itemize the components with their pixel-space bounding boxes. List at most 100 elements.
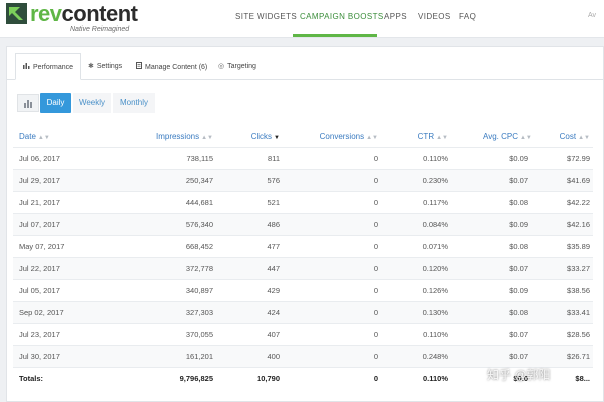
document-icon — [136, 62, 142, 71]
col-header-conversions[interactable]: Conversions ▲▼ — [303, 132, 378, 141]
cell-clicks: 407 — [267, 330, 280, 339]
cell-cost: $33.27 — [567, 264, 590, 273]
watermark: 知乎 @郭阳 — [487, 368, 551, 382]
cell-impressions: 668,452 — [185, 242, 213, 251]
cell-date: Jul 06, 2017 — [19, 154, 60, 163]
cell-impressions: 738,115 — [186, 154, 213, 163]
top-bar: revcontent Native Reimagined SITE WIDGET… — [0, 0, 604, 38]
cell-ctr: 0.126% — [422, 286, 448, 295]
logo-tagline: Native Reimagined — [70, 26, 130, 33]
cell-ctr: 0.130% — [422, 308, 448, 317]
sort-icon: ▲▼ — [201, 135, 213, 141]
cell-date: Jul 07, 2017 — [19, 220, 60, 229]
table-row: Sep 02, 2017 327,303 424 0 0.130% $0.08 … — [13, 301, 593, 323]
cell-conversions: 0 — [373, 264, 378, 273]
period-daily-button[interactable]: Daily — [40, 93, 71, 113]
cell-ctr: 0.110% — [423, 154, 448, 163]
gear-icon: ✱ — [88, 63, 94, 70]
cell-clicks: 477 — [267, 242, 280, 251]
cell-date: Jul 30, 2017 — [19, 352, 60, 361]
sort-icon: ▲▼ — [519, 135, 532, 141]
cell-impressions: 161,201 — [185, 352, 213, 361]
tab-manage-content[interactable]: Manage Content (6) — [129, 56, 214, 79]
cell-avg-cpc: $0.07 — [509, 352, 528, 361]
col-header-avg-cpc[interactable]: Avg. CPC ▲▼ — [483, 132, 532, 141]
sort-icon: ▲▼ — [578, 135, 590, 141]
cell-avg-cpc: $0.09 — [509, 286, 528, 295]
nav-site-widgets[interactable]: SITE WIDGETS — [235, 12, 298, 21]
logo-wordmark-content: content — [61, 1, 138, 26]
logo-wordmark: revcontent — [30, 1, 138, 27]
sort-icon: ▲▼ — [37, 135, 50, 141]
cell-conversions: 0 — [373, 308, 378, 317]
cell-ctr: 0.071% — [422, 242, 448, 251]
cell-ctr: 0.230% — [422, 176, 448, 185]
table-row: Jul 22, 2017 372,778 447 0 0.120% $0.07 … — [13, 257, 593, 279]
cell-avg-cpc: $0.07 — [509, 264, 528, 273]
tab-targeting-label: Targeting — [227, 63, 256, 70]
cell-clicks: 424 — [267, 308, 280, 317]
sort-icon: ▲▼ — [436, 135, 448, 141]
cell-date: May 07, 2017 — [19, 242, 65, 251]
nav-faq[interactable]: FAQ — [459, 12, 477, 21]
cell-conversions: 0 — [373, 286, 378, 295]
sort-descending-icon: ▼ — [274, 135, 280, 141]
chart-toggle-icon — [24, 100, 32, 108]
col-header-date-label: Date — [19, 132, 36, 141]
period-monthly-button[interactable]: Monthly — [113, 93, 155, 113]
cell-impressions: 370,055 — [185, 330, 213, 339]
cell-ctr: 0.084% — [422, 220, 448, 229]
nav-campaign-boosts[interactable]: CAMPAIGN BOOSTS — [300, 12, 384, 21]
table-row: Jul 06, 2017 738,115 811 0 0.110% $0.09 … — [13, 147, 593, 169]
table-row: Jul 07, 2017 576,340 486 0 0.084% $0.09 … — [13, 213, 593, 235]
col-header-cost[interactable]: Cost ▲▼ — [538, 132, 590, 141]
total-avg-cpc: $0.0 — [513, 374, 528, 383]
cell-conversions: 0 — [373, 330, 378, 339]
table-row: Jul 29, 2017 250,347 576 0 0.230% $0.07 … — [13, 169, 593, 191]
account-menu-truncated[interactable]: Av — [588, 12, 597, 19]
cell-cost: $42.16 — [567, 220, 590, 229]
report-tabs: Performance ✱ Settings Manage Content (6)… — [7, 47, 603, 80]
logo-wordmark-rev: rev — [30, 1, 62, 26]
table-row: Jul 05, 2017 340,897 429 0 0.126% $0.09 … — [13, 279, 593, 301]
cell-conversions: 0 — [373, 198, 378, 207]
col-header-clicks[interactable]: Clicks ▼ — [218, 132, 280, 141]
sort-icon: ▲▼ — [366, 135, 378, 141]
revcontent-logo[interactable]: revcontent Native Reimagined — [6, 1, 156, 35]
cell-date: Jul 05, 2017 — [19, 286, 60, 295]
col-header-cost-label: Cost — [559, 132, 577, 141]
cell-date: Jul 21, 2017 — [19, 198, 60, 207]
cell-conversions: 0 — [373, 176, 378, 185]
total-cost: $8... — [575, 374, 590, 383]
cell-ctr: 0.120% — [422, 264, 448, 273]
col-header-date[interactable]: Date ▲▼ — [19, 132, 109, 141]
cell-avg-cpc: $0.08 — [509, 198, 528, 207]
cell-avg-cpc: $0.07 — [509, 330, 528, 339]
nav-apps[interactable]: APPS — [384, 12, 407, 21]
cell-clicks: 521 — [267, 198, 280, 207]
cell-cost: $41.69 — [567, 176, 590, 185]
period-weekly-button[interactable]: Weekly — [73, 93, 111, 113]
tab-performance[interactable]: Performance — [15, 53, 82, 80]
cell-avg-cpc: $0.07 — [509, 176, 528, 185]
nav-videos[interactable]: VIDEOS — [418, 12, 451, 21]
cell-clicks: 576 — [267, 176, 280, 185]
table-row: May 07, 2017 668,452 477 0 0.071% $0.08 … — [13, 235, 593, 257]
table-header: Date ▲▼ Impressions ▲▼ Clicks ▼ Conversions… — [13, 127, 593, 147]
col-header-ctr[interactable]: CTR ▲▼ — [393, 132, 448, 141]
cell-date: Jul 22, 2017 — [19, 264, 60, 273]
col-header-clicks-label: Clicks — [250, 132, 273, 141]
col-header-impressions[interactable]: Impressions ▲▼ — [143, 132, 213, 141]
tab-targeting[interactable]: ◎ Targeting — [211, 56, 263, 79]
total-clicks: 10,790 — [257, 374, 280, 383]
cell-avg-cpc: $0.08 — [509, 242, 528, 251]
cell-impressions: 576,340 — [185, 220, 213, 229]
cell-avg-cpc: $0.09 — [509, 220, 528, 229]
cell-impressions: 250,347 — [185, 176, 213, 185]
chart-toggle-button[interactable] — [17, 94, 39, 112]
tab-settings-label: Settings — [96, 63, 123, 70]
tab-settings[interactable]: ✱ Settings — [81, 56, 129, 79]
cell-clicks: 811 — [268, 154, 280, 163]
totals-label: Totals: — [19, 374, 44, 383]
cell-date: Jul 29, 2017 — [19, 176, 60, 185]
